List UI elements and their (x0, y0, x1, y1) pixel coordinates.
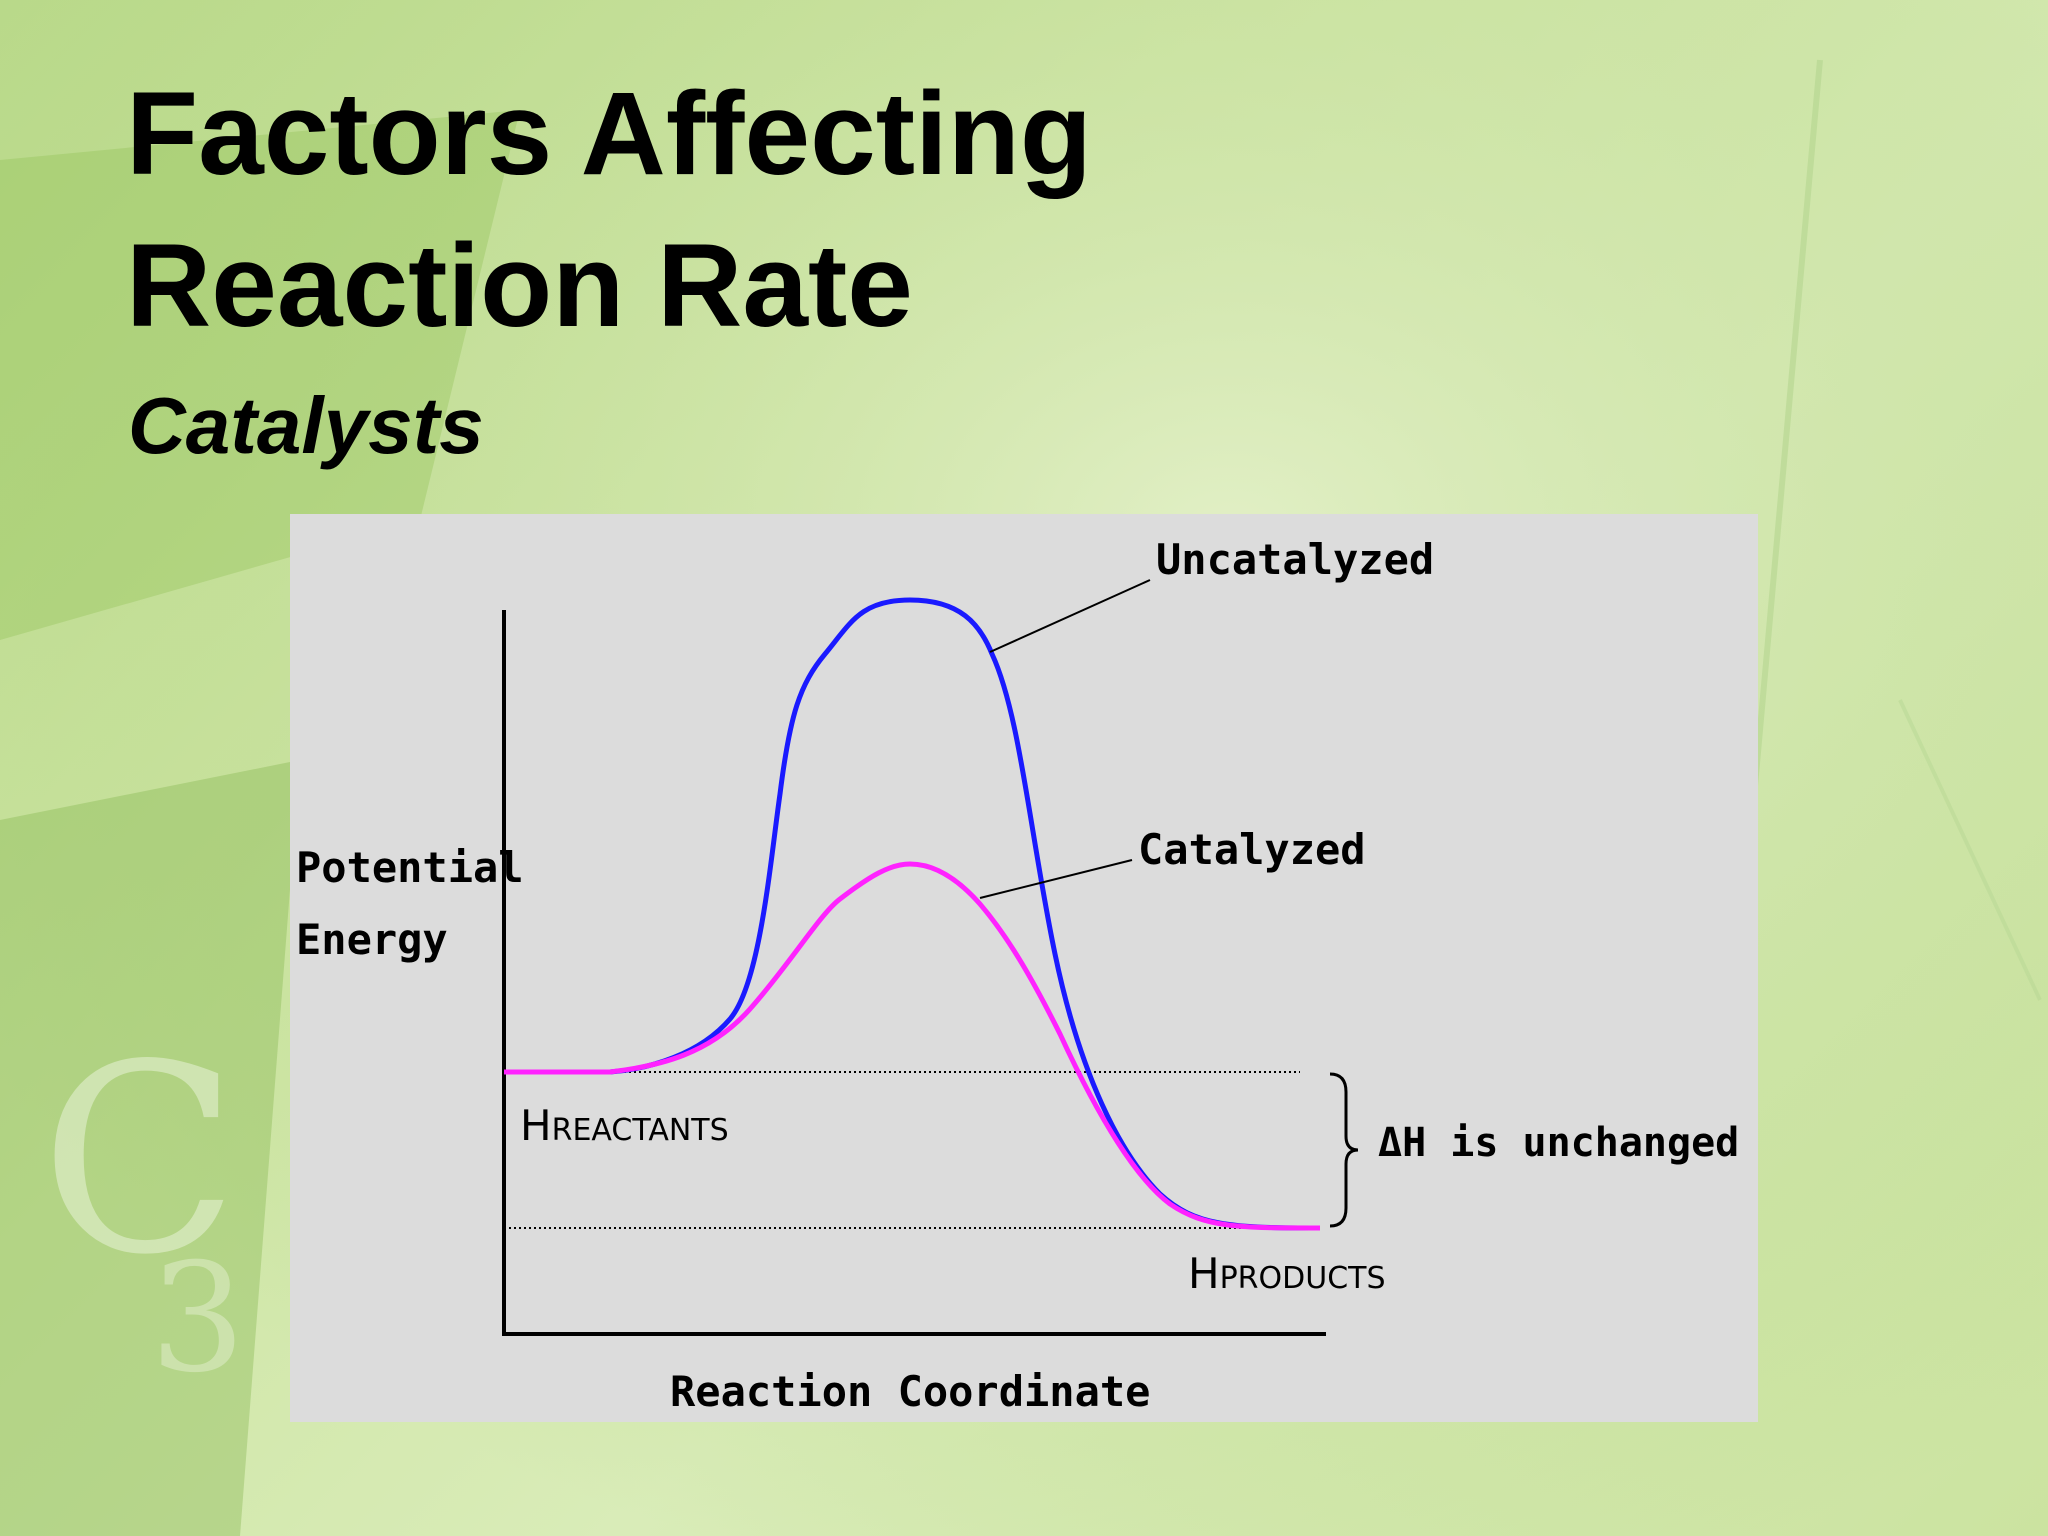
x-axis-label: Reaction Coordinate (670, 1367, 1150, 1416)
h-reactants-main: H (520, 1101, 552, 1150)
slide-subtitle: Catalysts (128, 381, 484, 470)
catalyzed-leader-line (979, 859, 1133, 899)
delta-h-emph: unchanged (1523, 1120, 1740, 1166)
delta-h-label: ΔH is unchanged (1378, 1120, 1739, 1166)
uncatalyzed-leader-line (989, 579, 1151, 653)
catalyzed-label: Catalyzed (1138, 825, 1366, 874)
y-axis-label-line2: Energy (296, 915, 448, 964)
catalyzed-curve (504, 861, 1321, 1231)
slide-title: Factors Affecting Reaction Rate (126, 58, 1092, 362)
svg-text:3: 3 (150, 1232, 245, 1406)
h-products-main: H (1188, 1249, 1220, 1298)
uncatalyzed-label: Uncatalyzed (1156, 535, 1434, 584)
energy-diagram-panel: Uncatalyzed Catalyzed Potential Energy R… (290, 514, 1758, 1422)
uncatalyzed-curve (504, 597, 1321, 1231)
delta-h-brace (1329, 1072, 1359, 1228)
svg-text:C: C (40, 1010, 239, 1312)
slide-title-line2: Reaction Rate (126, 220, 913, 352)
h-reactants-sub: REACTANTS (552, 1113, 729, 1148)
energy-diagram: Uncatalyzed Catalyzed Potential Energy R… (296, 535, 1739, 1416)
h-products-sub: PRODUCTS (1220, 1261, 1386, 1296)
slide-title-line1: Factors Affecting (126, 68, 1092, 200)
h-reactants-label: HREACTANTS (520, 1101, 729, 1150)
y-axis-label-line1: Potential (296, 843, 524, 892)
delta-h-prefix: ΔH is (1378, 1120, 1498, 1166)
h-products-label: HPRODUCTS (1188, 1249, 1386, 1298)
